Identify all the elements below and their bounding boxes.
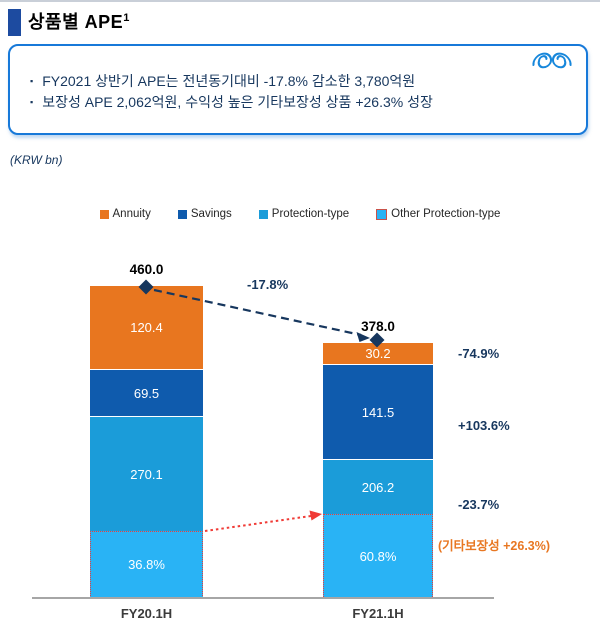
segment-value: 120.4: [130, 320, 163, 335]
segment-value: 60.8%: [359, 549, 397, 564]
chart-legend: Annuity Savings Protection-type Other Pr…: [0, 208, 600, 220]
segment-protection-fy21: 206.2: [323, 459, 433, 514]
summary-bullet-list: ▪ FY2021 상반기 APE는 전년동기대비 -17.8% 감소한 3,780…: [30, 72, 586, 112]
page-title-footnote-marker: 1: [123, 12, 130, 24]
segment-value: 69.5: [133, 385, 160, 401]
company-logo-icon: [526, 47, 578, 71]
legend-item-annuity: Annuity: [99, 208, 151, 220]
bullet-icon: ▪: [30, 96, 34, 107]
total-change-label: -17.8%: [247, 277, 289, 292]
x-axis-label-fy21: FY21.1H: [352, 606, 404, 621]
segment-annuity-fy21: 30.2: [323, 343, 433, 364]
legend-label: Savings: [190, 208, 232, 220]
x-axis-label-fy20: FY20.1H: [120, 606, 173, 621]
page-title-text: 상품별 APE: [28, 12, 124, 32]
legend-swatch-protection-icon: [258, 209, 268, 219]
legend-item-protection: Protection-type: [258, 208, 350, 220]
other-protection-dotted-arrow: [204, 515, 312, 532]
segment-annuity-fy20: 120.4: [90, 286, 203, 369]
segment-other-protection-fy20: 36.8%: [90, 531, 203, 598]
protection-change-label: -23.7%: [458, 497, 500, 512]
legend-swatch-savings-icon: [177, 209, 187, 219]
segment-value: 30.2: [365, 346, 391, 361]
legend-swatch-other-protection-icon: [376, 208, 388, 220]
legend-swatch-annuity-icon: [99, 209, 109, 219]
summary-bullet: ▪ 보장성 APE 2,062억원, 수익성 높은 기타보장성 상품 +26.3%…: [30, 93, 586, 112]
segment-value: 141.5: [361, 404, 395, 420]
stacked-bar-fy20: 120.4 69.5 270.1 36.8%: [90, 286, 203, 598]
segment-savings-fy20: 69.5: [90, 369, 203, 416]
segment-savings-fy21: 141.5: [323, 364, 433, 459]
total-label-fy21: 378.0: [361, 319, 395, 334]
segment-other-protection-fy21: 60.8%: [323, 514, 433, 599]
savings-change-label: +103.6%: [458, 418, 510, 433]
segment-value: 206.2: [361, 479, 395, 495]
summary-box: ▪ FY2021 상반기 APE는 전년동기대비 -17.8% 감소한 3,780…: [8, 44, 588, 135]
summary-bullet-text: FY2021 상반기 APE는 전년동기대비 -17.8% 감소한 3,780억…: [42, 73, 416, 89]
dotted-arrowhead-icon: [309, 510, 322, 521]
segment-protection-fy20: 270.1: [90, 416, 203, 531]
legend-label: Annuity: [112, 208, 151, 220]
unit-note: (KRW bn): [10, 153, 63, 167]
bullet-icon: ▪: [30, 76, 34, 86]
x-axis-line: [32, 597, 494, 599]
legend-label: Other Protection-type: [391, 208, 501, 220]
stacked-bar-fy21: 30.2 141.5 206.2 60.8%: [323, 343, 433, 599]
annuity-change-label: -74.9%: [458, 346, 500, 361]
legend-label: Protection-type: [271, 208, 350, 220]
summary-bullet-text: 보장성 APE 2,062억원, 수익성 높은 기타보장성 상품 +26.3% …: [42, 93, 433, 110]
summary-bullet: ▪ FY2021 상반기 APE는 전년동기대비 -17.8% 감소한 3,780…: [30, 72, 586, 91]
legend-item-other-protection: Other Protection-type: [376, 208, 500, 220]
page-title: 상품별 APE1: [28, 8, 130, 34]
segment-value: 36.8%: [128, 557, 165, 572]
legend-item-savings: Savings: [177, 208, 232, 220]
total-label-fy20: 460.0: [129, 262, 164, 277]
other-protection-growth-note: (기타보장성 +26.3%): [438, 539, 551, 553]
title-accent-bar: [8, 9, 21, 36]
segment-value: 270.1: [130, 466, 163, 482]
